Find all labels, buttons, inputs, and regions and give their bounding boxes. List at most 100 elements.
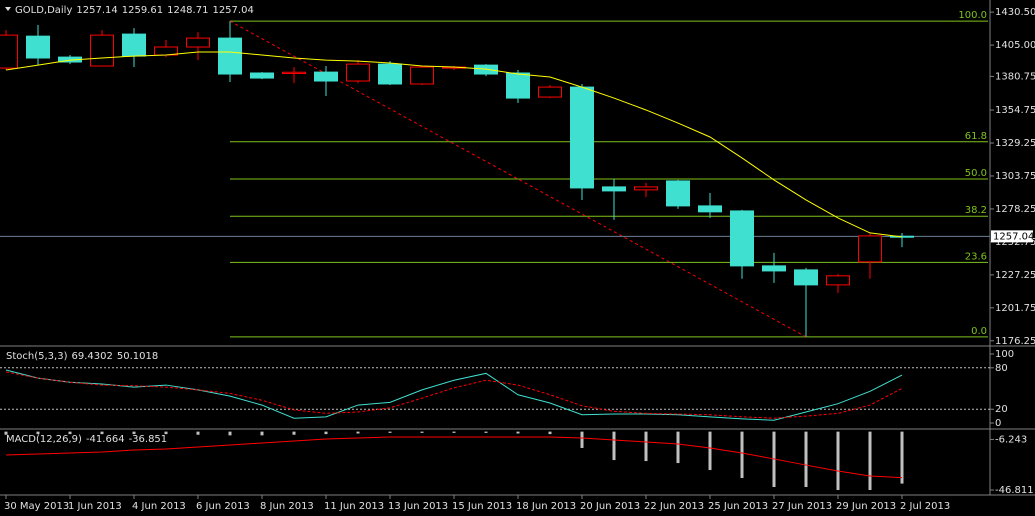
price-box	[991, 230, 1033, 243]
fib-label: 50.0	[965, 168, 987, 179]
histogram-bar	[612, 431, 616, 461]
candle-body	[506, 72, 530, 99]
x-tick-label: 6 Jun 2013	[196, 501, 250, 512]
header-text: 69.4302	[71, 351, 112, 362]
candle-body	[314, 71, 338, 82]
candle-body	[282, 71, 306, 75]
x-tick-label: 15 Jun 2013	[452, 501, 512, 512]
candle-body	[602, 186, 626, 192]
candle-body	[634, 186, 658, 191]
candle-body	[858, 235, 882, 263]
candle-body	[26, 35, 50, 59]
x-tick-label: 29 Jun 2013	[836, 501, 896, 512]
histogram-bar	[740, 431, 744, 479]
candle-body	[250, 72, 274, 79]
histogram-bar	[804, 431, 808, 488]
candle-body	[730, 210, 754, 267]
candle-body	[570, 86, 594, 189]
header-text: 50.1018	[117, 351, 158, 362]
fib-label: 38.2	[965, 205, 987, 216]
histogram-bar	[68, 431, 72, 435]
y-tick-label: -46.811	[995, 485, 1034, 496]
histogram-bar	[324, 431, 328, 435]
y-tick-label: 100	[995, 349, 1014, 360]
x-tick-label: 8 Jun 2013	[260, 501, 314, 512]
histogram-bar	[100, 431, 104, 435]
y-tick-label: 1405.00	[995, 40, 1035, 51]
y-tick-label: 1176.25	[995, 336, 1035, 347]
fib-label: 61.8	[965, 131, 987, 142]
line-series	[5, 436, 903, 479]
histogram-bar	[164, 431, 168, 435]
header-text: 1248.71	[167, 5, 208, 16]
histogram-bar	[36, 431, 40, 435]
x-tick-label: 30 May 2013	[4, 501, 69, 512]
x-tick-label: 4 Jun 2013	[132, 501, 186, 512]
y-tick-label: 80	[995, 363, 1008, 374]
y-tick-label: 0	[995, 418, 1001, 429]
x-tick-label: 2 Jul 2013	[900, 501, 950, 512]
candle-body	[346, 63, 370, 82]
histogram-bar	[484, 431, 488, 433]
y-tick-label: 1252.75	[995, 237, 1035, 248]
y-tick-label: -6.243	[995, 434, 1027, 445]
histogram-bar	[452, 431, 456, 433]
histogram-bar	[516, 431, 520, 434]
header-text: GOLD,Daily	[15, 5, 72, 16]
x-tick-label: 27 Jun 2013	[772, 501, 832, 512]
y-tick-label: 1201.75	[995, 303, 1035, 314]
y-tick-label: 1380.75	[995, 71, 1035, 82]
candle-body	[90, 34, 114, 67]
histogram-bar	[580, 431, 584, 448]
candle-body	[698, 205, 722, 213]
header-text: Stoch(5,3,3)	[6, 351, 68, 362]
histogram-bar	[388, 431, 392, 433]
fib-label: 0.0	[971, 326, 987, 337]
candle-body	[122, 33, 146, 57]
candle-body	[186, 37, 210, 48]
histogram-bar	[4, 431, 8, 435]
y-tick-label: 1430.50	[995, 7, 1035, 18]
menu-arrow[interactable]	[5, 7, 11, 11]
candle-body	[410, 66, 434, 85]
candle-body	[0, 34, 18, 69]
x-tick-label: 18 Jun 2013	[516, 501, 576, 512]
candle-body	[378, 63, 402, 85]
y-tick-label: 1278.25	[995, 204, 1035, 215]
x-tick-label: 20 Jun 2013	[580, 501, 640, 512]
candle-body	[538, 86, 562, 98]
y-tick-label: 1354.75	[995, 105, 1035, 116]
histogram-bar	[292, 431, 296, 435]
header-text: -41.664	[86, 434, 125, 445]
x-tick-label: 11 Jun 2013	[324, 501, 384, 512]
y-tick-label: 1329.25	[995, 138, 1035, 149]
candle-body	[218, 37, 242, 75]
histogram-bar	[420, 431, 424, 433]
histogram-bar	[132, 431, 136, 435]
histogram-bar	[260, 431, 264, 436]
header-text: 1259.61	[122, 5, 163, 16]
candle-body	[794, 269, 818, 286]
header-text: 1257.04	[212, 5, 253, 16]
histogram-bar	[676, 431, 680, 464]
histogram-bar	[644, 431, 648, 462]
fib-label: 23.6	[965, 251, 987, 262]
header-text: 1257.14	[76, 5, 117, 16]
y-tick-label: 1227.25	[995, 270, 1035, 281]
y-tick-label: 1303.75	[995, 171, 1035, 182]
fib-label: 100.0	[958, 10, 987, 21]
candle-body	[826, 275, 850, 286]
histogram-bar	[900, 431, 904, 484]
candle-body	[762, 265, 786, 272]
header-text: MACD(12,26,9)	[6, 434, 82, 445]
header-text: -36.851	[129, 434, 168, 445]
line-series	[5, 51, 903, 238]
histogram-bar	[548, 431, 552, 435]
x-tick-label: 1 Jun 2013	[68, 501, 122, 512]
histogram-bar	[356, 431, 360, 434]
y-tick-label: 20	[995, 404, 1008, 415]
candle-body	[666, 180, 690, 207]
histogram-bar	[836, 431, 840, 491]
current-price: 1257.04	[993, 231, 1034, 242]
